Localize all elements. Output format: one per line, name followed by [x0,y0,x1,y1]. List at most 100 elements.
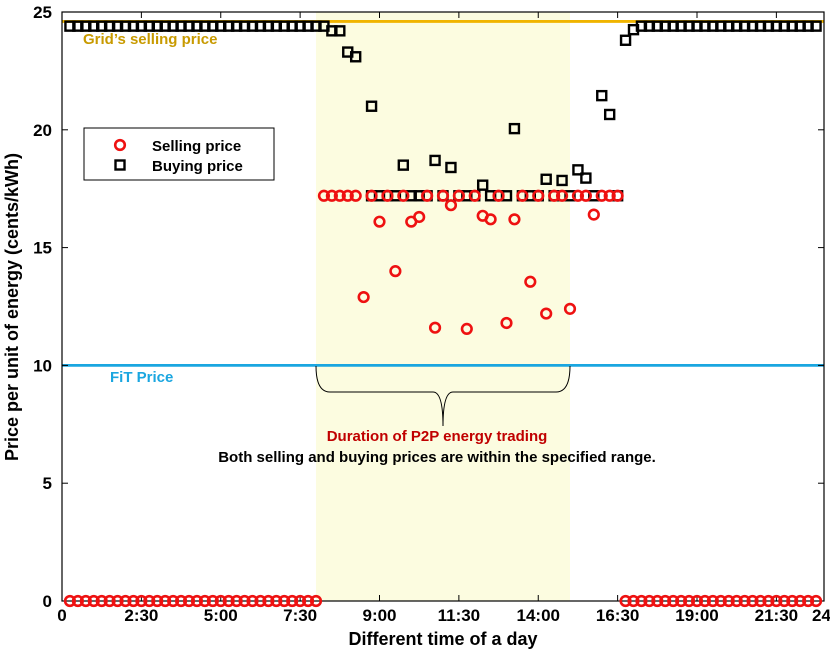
selling-price-point [357,290,370,304]
range-note: Both selling and buying prices are withi… [218,449,656,466]
selling-price-point [143,594,156,608]
legend-selling-label: Selling price [152,138,241,155]
y-tick-label: 10 [33,356,52,375]
selling-price-point [786,594,799,608]
selling-price-point [246,594,259,608]
buying-price-point [445,161,457,174]
buying-price-point [476,179,489,191]
buying-price-point [500,190,513,202]
selling-price-point [317,189,331,202]
selling-price-point [174,594,188,608]
x-tick-label: 19:00 [675,606,718,625]
y-tick-label: 0 [43,592,52,611]
selling-price-point [365,189,378,202]
selling-price-point [555,189,569,202]
selling-price-point [79,594,92,608]
selling-price-point [659,594,672,608]
x-tick-label: 16:30 [596,606,639,625]
buying-price-point [564,190,576,202]
x-axis-title: Different time of a day [348,629,537,649]
selling-price-point [722,594,735,608]
selling-price-point [294,594,307,608]
selling-price-point [421,189,434,202]
selling-price-point [444,199,458,212]
y-tick-label: 20 [33,121,52,140]
selling-price-point [262,594,275,608]
selling-price-point [381,189,394,202]
buying-price-point [572,164,584,176]
buying-price-point [429,154,441,167]
selling-price-point [206,594,219,608]
x-tick-label: 7:30 [283,606,317,625]
selling-price-point [182,594,196,608]
selling-price-point [436,189,450,202]
selling-price-point [802,594,815,608]
duration-brace [315,365,571,427]
selling-price-point [682,594,696,608]
axes [61,11,825,602]
y-axis-title: Price per unit of energy (cents/kWh) [2,153,22,461]
x-tick-label: 24:00 [812,606,830,625]
buying-price-point [349,51,362,63]
selling-price-point [675,594,688,608]
selling-price-point [413,210,426,224]
selling-price-point [238,594,251,608]
selling-price-point [635,594,648,608]
selling-price-point [167,594,180,608]
selling-price-point [286,594,299,608]
selling-price-point [452,189,465,202]
buying-price-point [596,89,608,102]
selling-price-point [103,594,116,608]
selling-price-point [762,594,775,608]
selling-price-point [508,213,521,226]
selling-price-point [651,594,664,608]
selling-price-point [95,594,108,608]
selling-price-point [794,594,807,608]
selling-price-point [341,189,354,202]
x-tick-label: 14:00 [517,606,560,625]
selling-price-point [714,594,727,608]
selling-price-point [754,594,767,608]
selling-price-point [222,594,235,608]
legend-buying-label: Buying price [152,158,243,175]
selling-price-point [389,265,402,278]
x-axis-ticks: 0 2:30 5:00 7:30 9:00 11:30 14:00 16:30 19:00 21:… [57,12,830,625]
selling-price-point [159,594,172,608]
selling-price-point [770,594,783,608]
legend-selling-marker [113,138,127,152]
grid-price-label: Grid’s selling price [83,31,218,48]
selling-price-point [595,189,608,202]
selling-price-point [571,189,585,202]
selling-price-point [746,594,759,608]
selling-price-point [63,594,77,608]
selling-price-point [492,189,505,202]
selling-price-point [738,594,751,608]
buying-price-point [365,100,378,112]
selling-price-point [325,189,338,202]
buying-price-point [580,172,592,184]
selling-price-point [301,594,315,608]
x-tick-label: 9:00 [362,606,396,625]
selling-price-point [468,189,481,202]
selling-price-point [643,594,656,608]
selling-price-point [349,189,362,202]
x-tick-label: 21:30 [755,606,798,625]
selling-price-point [397,189,410,202]
duration-label: Duration of P2P energy trading [327,428,548,445]
p2p-duration-region [316,12,570,601]
duration-brace-path [315,365,571,427]
buying-price-point [556,174,568,187]
selling-price-point [500,316,513,330]
x-tick-label: 5:00 [204,606,238,625]
selling-price-point [548,189,561,202]
selling-price-point [611,189,624,202]
selling-price-point [333,189,346,202]
selling-price-point [111,594,124,608]
p2p-shaded-area [316,12,570,601]
selling-price-point [270,594,283,608]
x-tick-label: 11:30 [438,606,481,625]
selling-price-point [698,594,712,608]
legend-box [83,127,275,181]
selling-price-point [119,594,132,608]
